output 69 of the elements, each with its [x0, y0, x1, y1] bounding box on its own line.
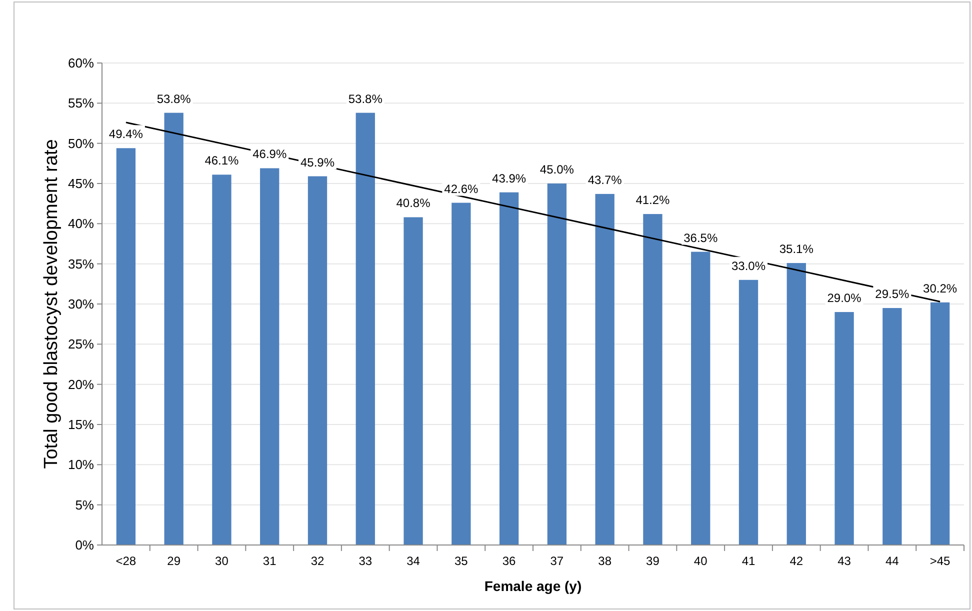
bar: [452, 202, 471, 545]
y-tick-label: 55%: [68, 96, 94, 111]
x-tick-label: 43: [838, 554, 852, 568]
bar: [260, 168, 280, 545]
x-tick-label: 41: [742, 554, 756, 568]
y-tick-label: 50%: [68, 136, 94, 151]
x-tick-label: 40: [694, 554, 708, 568]
bar: [595, 194, 614, 545]
x-tick-label: 31: [262, 554, 277, 568]
x-tick-label: 35: [454, 554, 468, 568]
bar: [691, 252, 710, 545]
y-tick-label: 5%: [75, 497, 94, 512]
x-tick-label: >45: [930, 554, 951, 568]
x-tick-label: 34: [406, 554, 420, 568]
bar: [786, 263, 806, 545]
x-tick-label: 36: [502, 554, 516, 568]
bar: [116, 148, 136, 545]
data-label: 43.7%: [588, 172, 622, 187]
x-tick-label: <28: [116, 554, 136, 568]
y-tick-label: 60%: [68, 56, 94, 71]
data-label: 29.0%: [827, 291, 862, 306]
y-tick-label: 25%: [68, 336, 94, 352]
y-tick-label: 35%: [68, 256, 94, 272]
data-label: 46.1%: [204, 154, 240, 168]
data-label: 45.9%: [300, 155, 335, 170]
bar: [738, 280, 758, 545]
data-label: 43.9%: [492, 171, 526, 186]
x-tick-label: 32: [310, 554, 324, 568]
x-tick-label: 38: [598, 554, 612, 568]
data-label: 35.1%: [779, 242, 814, 256]
x-tick-label: 42: [790, 554, 804, 568]
x-tick-label: 30: [215, 554, 229, 568]
data-label: 46.9%: [252, 147, 287, 162]
y-axis-title: Total good blastocyst development rate: [41, 139, 62, 469]
bar: [643, 214, 662, 545]
bar: [212, 174, 232, 545]
bar: [882, 308, 902, 545]
data-label: 49.4%: [108, 127, 144, 142]
y-tick-label: 30%: [68, 296, 94, 312]
x-tick-label: 37: [550, 554, 564, 568]
y-tick-label: 0%: [75, 538, 94, 553]
x-tick-label: 39: [646, 554, 660, 568]
bar: [308, 176, 328, 545]
data-label: 53.8%: [348, 92, 383, 106]
x-tick-label: 33: [358, 554, 372, 568]
data-label: 53.8%: [156, 92, 192, 106]
bar: [547, 184, 567, 545]
x-axis-title: Female age (y): [484, 578, 582, 594]
bar: [834, 312, 854, 545]
data-label: 42.6%: [444, 182, 479, 196]
data-label: 41.2%: [636, 193, 670, 208]
data-label: 29.5%: [875, 287, 910, 302]
data-label: 45.0%: [540, 162, 574, 176]
y-tick-label: 10%: [68, 457, 94, 472]
data-label: 36.5%: [684, 230, 718, 245]
bar: [499, 192, 519, 545]
x-tick-label: 44: [885, 554, 900, 568]
y-tick-label: 40%: [68, 216, 94, 232]
bar: [930, 302, 950, 545]
data-label: 40.8%: [396, 196, 431, 210]
bar: [356, 112, 375, 545]
y-tick-label: 45%: [68, 176, 94, 192]
y-tick-label: 20%: [68, 376, 94, 392]
data-label: 33.0%: [731, 258, 766, 273]
bar: [164, 112, 184, 545]
x-tick-label: 29: [167, 554, 181, 568]
bar: [404, 217, 423, 545]
data-label: 30.2%: [923, 281, 958, 296]
y-tick-label: 15%: [68, 417, 94, 432]
